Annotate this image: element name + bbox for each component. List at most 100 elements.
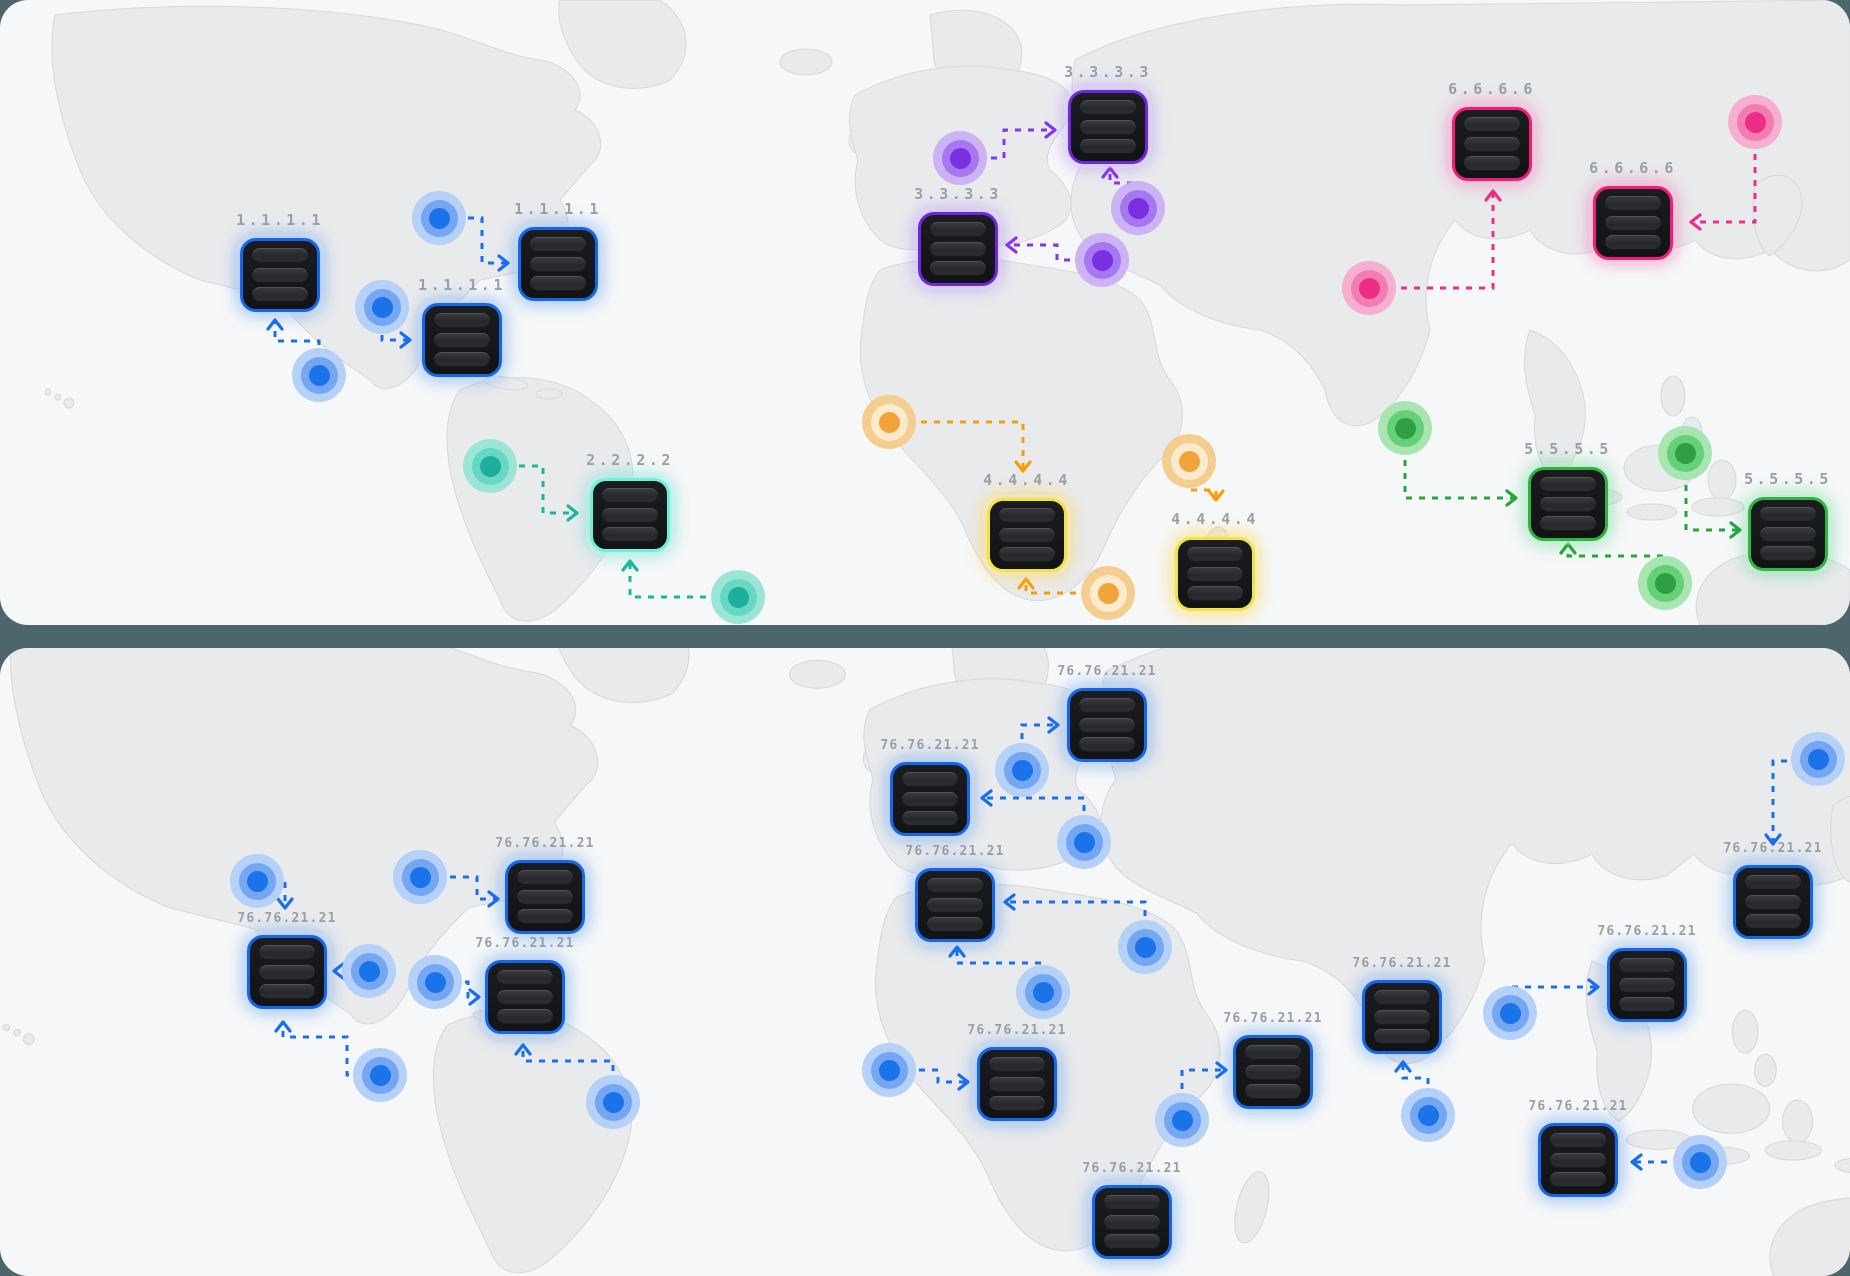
server-rack-bar (1550, 1172, 1606, 1187)
user-dot-core (1394, 417, 1416, 439)
route-arrowhead (1505, 489, 1518, 507)
server-rack-bar (434, 313, 490, 328)
user-location-dot (230, 854, 284, 908)
user-location-dot (342, 944, 396, 998)
server-rack-bar (927, 897, 983, 913)
server-node (918, 212, 998, 286)
server-ip-label: 76.76.21.21 (495, 836, 595, 851)
server-node (1067, 688, 1147, 762)
user-location-dot (393, 850, 447, 904)
user-location-dot (1111, 181, 1165, 235)
server-rack-bar (252, 248, 308, 263)
route-line (1403, 447, 1516, 500)
server-rack-bar (497, 1009, 553, 1024)
user-location-dot (463, 439, 517, 493)
server-rack-bar (259, 945, 315, 960)
user-dot-core (1689, 1151, 1711, 1173)
server-rack-bar (252, 267, 308, 283)
server-rack-bar (1540, 496, 1596, 512)
user-location-dot (995, 743, 1049, 797)
server-node (485, 960, 565, 1034)
route-arrowhead (1729, 521, 1742, 539)
route-line (908, 420, 1025, 471)
server-ip-label: 1.1.1.1 (236, 211, 324, 229)
server-node (987, 498, 1067, 572)
user-location-dot (1401, 1088, 1455, 1142)
server-node (1607, 948, 1687, 1022)
user-dot-core (878, 411, 900, 433)
user-dot-ring (1163, 1101, 1201, 1139)
user-dot-ring (1681, 1143, 1719, 1181)
user-dot-ring (401, 858, 439, 896)
server-rack-bar (1080, 139, 1136, 154)
user-dot-core (727, 586, 749, 608)
server-rack-bar (1374, 1009, 1430, 1025)
server-ip-label: 76.76.21.21 (1352, 956, 1452, 971)
server-rack-bar (1550, 1152, 1606, 1168)
user-dot-ring (1089, 574, 1127, 612)
user-location-dot (1155, 1093, 1209, 1147)
server-node (1233, 1035, 1313, 1109)
user-location-dot (1075, 233, 1129, 287)
user-dot-ring (1666, 434, 1704, 472)
user-location-dot (1658, 426, 1712, 480)
server-ip-label: 1.1.1.1 (514, 200, 602, 218)
route-line (1771, 759, 1800, 844)
user-dot-core (1073, 831, 1095, 853)
route-arrowhead (399, 331, 412, 349)
user-dot-core (1358, 277, 1380, 299)
user-dot-core (1097, 582, 1119, 604)
server-rack-bar (930, 261, 986, 276)
route-line (506, 464, 577, 515)
route-line (1401, 1062, 1430, 1097)
server-rack-bar (1079, 737, 1135, 752)
server-rack-bar (1245, 1045, 1301, 1060)
route-arrowhead (980, 789, 993, 807)
user-location-dot (1057, 815, 1111, 869)
route-line (1005, 900, 1147, 929)
route-line (906, 1068, 968, 1084)
server-rack-bar (1605, 215, 1661, 231)
server-node (1362, 980, 1442, 1054)
server-node (915, 868, 995, 942)
route-line (455, 216, 508, 265)
server-node (1593, 186, 1673, 260)
server-rack-bar (1245, 1084, 1301, 1099)
user-dot-core (1744, 111, 1766, 133)
user-dot-ring (1799, 740, 1837, 778)
user-dot-core (1178, 450, 1200, 472)
server-ip-label: 2.2.2.2 (586, 451, 674, 469)
server-ip-label: 76.76.21.21 (905, 844, 1005, 859)
map-after-anycast: 76.76.21.21 76.76.21.21 76.76.21.21 76.76.2… (0, 648, 1850, 1276)
server-node (1068, 90, 1148, 164)
user-location-dot (586, 1075, 640, 1129)
user-dot-ring (870, 403, 908, 441)
route-arrowhead (1017, 577, 1035, 590)
server-rack-bar (602, 527, 658, 542)
route-line (281, 1022, 362, 1077)
server-rack-bar (602, 507, 658, 523)
user-dot-ring (1386, 409, 1424, 447)
server-ip-label: 76.76.21.21 (1223, 1011, 1323, 1026)
server-node (890, 762, 970, 836)
server-ip-label: 76.76.21.21 (1723, 841, 1823, 856)
server-ip-label: 76.76.21.21 (1082, 1161, 1182, 1176)
server-rack-bar (1245, 1064, 1301, 1080)
server-ip-label: 4.4.4.4 (1171, 510, 1259, 528)
server-rack-bar (1605, 235, 1661, 250)
route-line (628, 561, 719, 599)
user-dot-core (1654, 572, 1676, 594)
user-dot-core (1011, 759, 1033, 781)
server-rack-bar (999, 508, 1055, 523)
user-dot-ring (1083, 241, 1121, 279)
server-ip-label: 3.3.3.3 (914, 185, 1002, 203)
user-location-dot (353, 1048, 407, 1102)
server-rack-bar (989, 1057, 1045, 1072)
user-dot-core (1807, 748, 1829, 770)
user-location-dot (1118, 920, 1172, 974)
user-dot-core (369, 1064, 391, 1086)
route-line (1020, 723, 1058, 752)
route-line (1180, 1068, 1226, 1102)
server-rack-bar (602, 488, 658, 503)
